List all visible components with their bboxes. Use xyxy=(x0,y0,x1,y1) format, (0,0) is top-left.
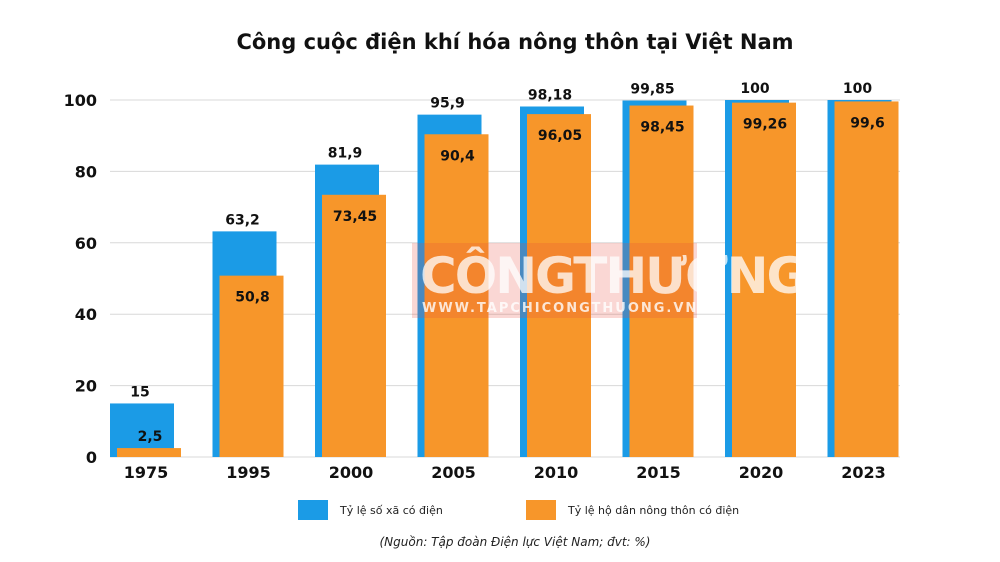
x-tick-label: 2023 xyxy=(841,463,886,482)
data-label-communes: 99,85 xyxy=(630,82,674,98)
x-tick-label: 1995 xyxy=(226,463,271,482)
bar-households xyxy=(527,114,591,457)
data-label-communes: 100 xyxy=(740,81,769,97)
chart-title: Công cuộc điện khí hóa nông thôn tại Việ… xyxy=(236,30,793,54)
y-tick-label: 100 xyxy=(64,91,97,110)
data-label-communes: 63,2 xyxy=(225,212,260,228)
data-label-households: 99,6 xyxy=(850,115,885,131)
x-tick-label: 2005 xyxy=(431,463,476,482)
bar-households xyxy=(732,102,796,458)
legend-swatch-households xyxy=(526,500,556,520)
bar-households xyxy=(629,105,694,457)
legend-swatch-communes xyxy=(298,500,328,520)
x-tick-label: 2020 xyxy=(739,463,784,482)
data-label-communes: 98,18 xyxy=(528,87,572,103)
x-tick-label: 2015 xyxy=(636,463,681,482)
data-label-households: 98,45 xyxy=(640,120,684,136)
y-tick-label: 0 xyxy=(86,448,97,467)
bar-households xyxy=(117,448,181,457)
x-tick-label: 1975 xyxy=(124,463,169,482)
watermark-url: WWW.TAPCHICONGTHUONG.VN xyxy=(422,301,698,316)
watermark-brand: CÔNGTHƯƠNG xyxy=(420,246,806,305)
legend: Tỷ lệ số xã có điện Tỷ lệ hộ dân nông th… xyxy=(298,500,739,520)
data-label-households: 2,5 xyxy=(138,429,163,445)
x-tick-label: 2010 xyxy=(534,463,579,482)
data-label-communes: 95,9 xyxy=(430,96,465,112)
bar-households xyxy=(219,275,284,457)
data-label-households: 90,4 xyxy=(440,148,475,164)
y-tick-label: 40 xyxy=(75,305,97,324)
data-label-communes: 81,9 xyxy=(328,146,363,162)
data-label-communes: 100 xyxy=(843,81,872,97)
bar-households xyxy=(322,194,386,457)
x-tick-label: 2000 xyxy=(329,463,374,482)
source-note: (Nguồn: Tập đoàn Điện lực Việt Nam; đvt:… xyxy=(379,535,650,549)
watermark: CÔNGTHƯƠNG WWW.TAPCHICONGTHUONG.VN xyxy=(412,243,808,318)
bar-households xyxy=(834,101,899,457)
y-tick-label: 80 xyxy=(75,162,97,181)
y-tick-label: 20 xyxy=(75,377,97,396)
data-label-communes: 15 xyxy=(130,384,149,400)
bar-households xyxy=(424,134,489,457)
y-tick-label: 60 xyxy=(75,234,97,253)
data-label-households: 50,8 xyxy=(235,290,270,306)
data-label-households: 96,05 xyxy=(538,128,582,144)
legend-label-communes: Tỷ lệ số xã có điện xyxy=(339,504,443,517)
legend-label-households: Tỷ lệ hộ dân nông thôn có điện xyxy=(567,504,739,517)
data-label-households: 73,45 xyxy=(333,209,377,225)
data-label-households: 99,26 xyxy=(743,117,787,133)
